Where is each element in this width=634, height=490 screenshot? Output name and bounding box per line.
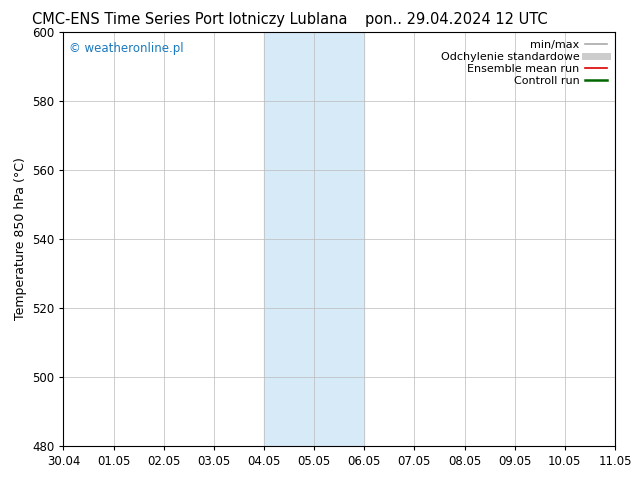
- Legend: min/max, Odchylenie standardowe, Ensemble mean run, Controll run: min/max, Odchylenie standardowe, Ensembl…: [439, 37, 609, 89]
- Bar: [264, 32, 365, 446]
- Text: CMC-ENS Time Series Port lotniczy Lublana: CMC-ENS Time Series Port lotniczy Lublan…: [32, 12, 348, 27]
- Y-axis label: Temperature 850 hPa (°C): Temperature 850 hPa (°C): [13, 157, 27, 320]
- Bar: [615, 32, 634, 446]
- Text: © weatheronline.pl: © weatheronline.pl: [69, 42, 183, 55]
- Text: pon.. 29.04.2024 12 UTC: pon.. 29.04.2024 12 UTC: [365, 12, 548, 27]
